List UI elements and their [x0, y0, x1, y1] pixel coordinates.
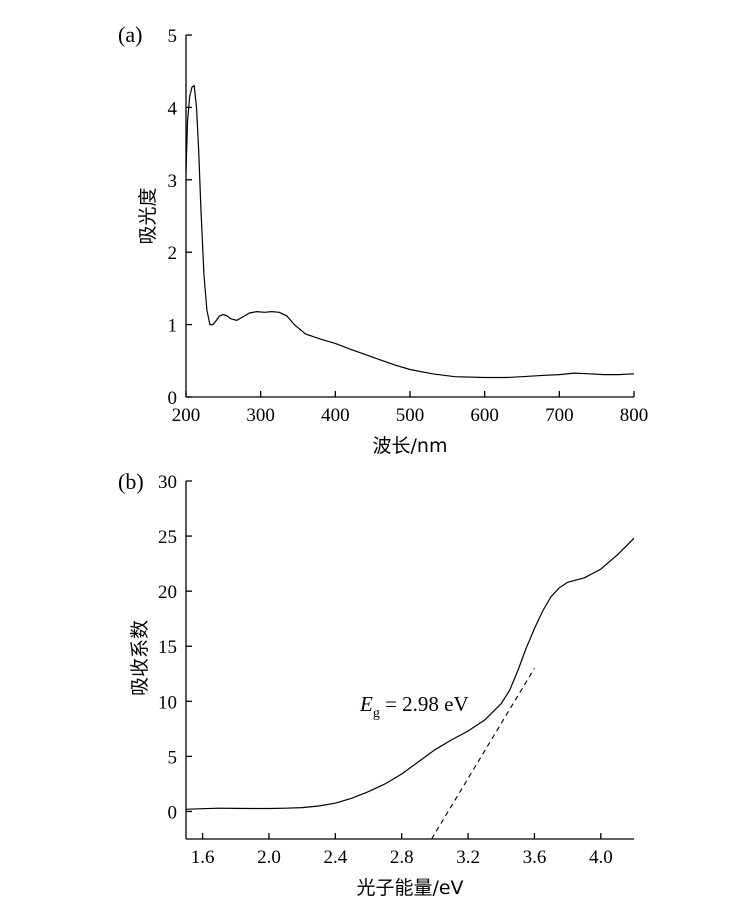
bandgap-annotation: Eg = 2.98 eV	[359, 692, 469, 721]
b-x-tick-label: 2.8	[390, 847, 414, 868]
a-x-tick-label: 700	[545, 405, 574, 426]
bandgap-symbol: E	[359, 692, 373, 716]
b-y-tick-label: 5	[168, 747, 178, 768]
a-x-tick-label: 200	[172, 405, 201, 426]
b-y-tick-label: 20	[158, 582, 177, 603]
b-x-tick-label: 3.6	[523, 847, 547, 868]
b-x-tick-label: 1.6	[191, 847, 215, 868]
a-y-tick-label: 4	[168, 98, 178, 119]
b-x-tick-label: 2.0	[257, 847, 281, 868]
panel-a-label: (a)	[118, 22, 142, 47]
a-y-tick-label: 1	[168, 316, 178, 337]
panel-b-y-ticks: 0 5 10 15 20 25 30	[158, 472, 192, 823]
a-y-tick-label: 2	[168, 243, 178, 264]
b-y-tick-label: 25	[158, 527, 177, 548]
absorption-curve	[185, 537, 635, 810]
bandgap-subscript: g	[373, 706, 380, 721]
a-y-tick-label: 0	[168, 388, 178, 409]
b-y-tick-label: 30	[158, 472, 177, 493]
panel-a-y-ticks: 0 1 2 3 4 5	[168, 26, 192, 409]
panel-b-y-label: 吸收系数	[129, 620, 151, 696]
b-y-tick-label: 10	[158, 692, 177, 713]
b-y-tick-label: 0	[168, 802, 178, 823]
a-x-tick-label: 300	[246, 405, 275, 426]
panel-a-x-label: 波长/nm	[373, 435, 448, 457]
absorbance-panel: (a) 200 300 400 500 600 700 800 0 1 2 3 4 5 波长/nm 吸…	[118, 22, 648, 457]
absorption-coefficient-panel: (b) 1.6 2.0 2.4 2.8 3.2 3.6 4.0 0 5 10 15 20 25 30 E…	[118, 469, 635, 899]
b-x-tick-label: 2.4	[323, 847, 347, 868]
absorbance-curve	[185, 84, 635, 379]
a-y-tick-label: 5	[168, 26, 178, 47]
panel-b-x-ticks: 1.6 2.0 2.4 2.8 3.2 3.6 4.0	[191, 833, 613, 868]
a-x-tick-label: 600	[470, 405, 499, 426]
bandgap-tangent-line	[431, 667, 535, 840]
a-x-tick-label: 400	[321, 405, 350, 426]
a-x-tick-label: 500	[396, 405, 425, 426]
b-x-tick-label: 4.0	[589, 847, 613, 868]
panel-a-x-ticks: 200 300 400 500 600 700 800	[172, 391, 649, 426]
panel-b-x-label: 光子能量/eV	[356, 877, 463, 899]
b-y-tick-label: 15	[158, 637, 177, 658]
b-x-tick-label: 3.2	[456, 847, 480, 868]
panel-a-y-label: 吸光度	[137, 187, 159, 244]
panel-b-label: (b)	[118, 469, 144, 494]
a-x-tick-label: 800	[620, 405, 649, 426]
bandgap-value: = 2.98 eV	[380, 692, 469, 716]
a-y-tick-label: 3	[168, 171, 178, 192]
